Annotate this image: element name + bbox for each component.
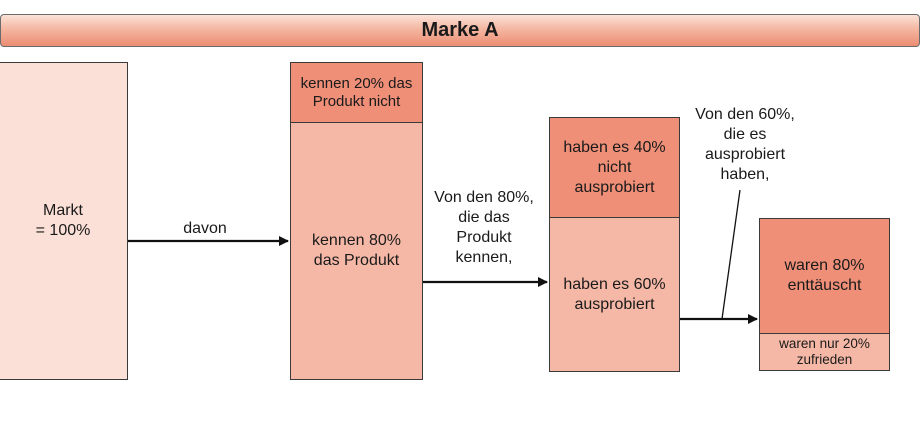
connector-1-label: davon — [183, 220, 227, 237]
satisfied-label: waren nur 20% zufrieden — [779, 336, 870, 367]
disappointed-label: waren 80% enttäuscht — [784, 257, 865, 294]
tried-label: haben es 60% ausprobiert — [563, 275, 666, 313]
disappointed-box: waren 80% enttäuscht — [759, 218, 890, 334]
title-banner: Marke A — [0, 14, 920, 47]
not-tried-label: haben es 40% nicht ausprobiert — [563, 138, 666, 196]
label-leader-line — [721, 189, 741, 320]
market-box: Markt = 100% — [0, 62, 128, 380]
connector-2-label: Von den 80%, die das Produkt kennen, — [434, 189, 534, 266]
satisfied-box: waren nur 20% zufrieden — [759, 333, 890, 371]
tried-box: haben es 60% ausprobiert — [549, 217, 680, 372]
aware-box: kennen 80% das Produkt — [290, 122, 423, 380]
connector-3-label: Von den 60%, die es ausprobiert haben, — [695, 106, 795, 183]
not-tried-box: haben es 40% nicht ausprobiert — [549, 117, 680, 218]
aware-label: kennen 80% das Produkt — [312, 232, 401, 269]
unaware-label: kennen 20% das Produkt nicht — [300, 74, 413, 110]
market-label: Markt = 100% — [35, 202, 91, 239]
